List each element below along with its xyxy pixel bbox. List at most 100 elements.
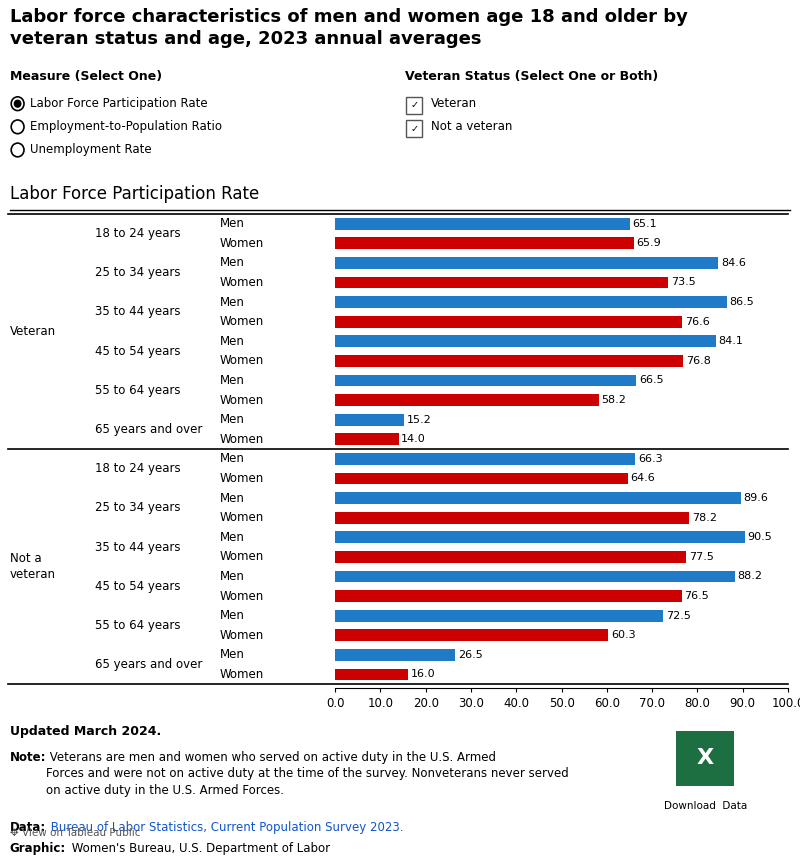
Bar <box>335 375 636 387</box>
Text: 65.1: 65.1 <box>633 219 658 229</box>
Text: Women: Women <box>220 315 264 328</box>
Text: 90.5: 90.5 <box>748 532 773 542</box>
Bar <box>335 335 716 347</box>
Bar <box>335 590 682 602</box>
Text: Women: Women <box>220 511 264 524</box>
Bar <box>335 610 663 621</box>
Bar <box>335 414 404 426</box>
Text: Women: Women <box>220 590 264 602</box>
Text: Men: Men <box>220 609 245 622</box>
Bar <box>335 434 398 445</box>
Bar <box>335 355 683 367</box>
Bar <box>335 394 598 406</box>
Text: 18 to 24 years: 18 to 24 years <box>95 462 181 475</box>
Text: 65 years and over: 65 years and over <box>95 658 202 671</box>
Text: 88.2: 88.2 <box>738 572 762 581</box>
Bar <box>335 551 686 563</box>
Text: 66.3: 66.3 <box>638 454 662 464</box>
Bar <box>335 492 741 504</box>
Text: Men: Men <box>220 413 245 426</box>
Text: 64.6: 64.6 <box>630 473 655 483</box>
Text: 86.5: 86.5 <box>730 297 754 307</box>
Text: Women: Women <box>220 433 264 446</box>
Text: 58.2: 58.2 <box>602 395 626 405</box>
Text: Measure (Select One): Measure (Select One) <box>10 70 162 83</box>
Text: Not a veteran: Not a veteran <box>431 120 513 134</box>
Text: Employment-to-Population Ratio: Employment-to-Population Ratio <box>30 120 222 134</box>
Bar <box>335 453 635 464</box>
Text: Veterans are men and women who served on active duty in the U.S. Armed
Forces an: Veterans are men and women who served on… <box>46 751 568 797</box>
Bar <box>335 649 455 661</box>
Text: X: X <box>697 748 714 769</box>
Text: Not a
veteran: Not a veteran <box>10 552 56 581</box>
Text: 84.1: 84.1 <box>718 336 743 346</box>
Bar <box>335 531 745 543</box>
Text: 25 to 34 years: 25 to 34 years <box>95 267 181 279</box>
Text: Men: Men <box>220 570 245 583</box>
Text: 76.6: 76.6 <box>685 317 710 327</box>
Bar <box>335 571 734 583</box>
Text: 35 to 44 years: 35 to 44 years <box>95 305 181 319</box>
Text: Women: Women <box>220 472 264 485</box>
Bar <box>335 512 690 524</box>
Text: Men: Men <box>220 296 245 309</box>
Text: Women: Women <box>220 276 264 289</box>
Text: Men: Men <box>220 452 245 465</box>
Text: Note:: Note: <box>10 751 46 764</box>
Text: 65 years and over: 65 years and over <box>95 423 202 436</box>
Bar <box>335 277 668 288</box>
Text: Download  Data: Download Data <box>663 801 747 812</box>
Text: 45 to 54 years: 45 to 54 years <box>95 579 181 593</box>
Text: Unemployment Rate: Unemployment Rate <box>30 143 152 157</box>
Text: Labor force characteristics of men and women age 18 and older by: Labor force characteristics of men and w… <box>10 8 687 26</box>
Text: 55 to 64 years: 55 to 64 years <box>95 384 181 397</box>
Text: 66.5: 66.5 <box>639 375 664 386</box>
Text: Men: Men <box>220 374 245 387</box>
Text: 16.0: 16.0 <box>410 669 435 680</box>
Bar <box>335 472 628 484</box>
Bar <box>335 237 634 249</box>
Bar <box>335 315 682 327</box>
Bar <box>335 218 630 230</box>
Text: Updated March 2024.: Updated March 2024. <box>10 725 161 738</box>
Text: 72.5: 72.5 <box>666 611 691 620</box>
Text: 89.6: 89.6 <box>744 493 769 503</box>
Text: 60.3: 60.3 <box>611 630 635 640</box>
Text: Men: Men <box>220 335 245 348</box>
Text: Veteran: Veteran <box>10 325 56 338</box>
Bar <box>335 257 718 269</box>
Text: Men: Men <box>220 649 245 662</box>
Text: veteran status and age, 2023 annual averages: veteran status and age, 2023 annual aver… <box>10 30 481 48</box>
Text: Women: Women <box>220 629 264 642</box>
Text: 15.2: 15.2 <box>406 415 431 425</box>
Text: Women: Women <box>220 550 264 563</box>
Text: Women: Women <box>220 668 264 681</box>
Text: ✓: ✓ <box>410 123 418 134</box>
Text: Labor Force Participation Rate: Labor Force Participation Rate <box>30 97 208 111</box>
Bar <box>335 629 608 641</box>
Text: Women: Women <box>220 355 264 368</box>
Text: Labor Force Participation Rate: Labor Force Participation Rate <box>10 185 259 203</box>
Text: 76.8: 76.8 <box>686 356 710 366</box>
Text: 55 to 64 years: 55 to 64 years <box>95 619 181 632</box>
Text: Veteran Status (Select One or Both): Veteran Status (Select One or Both) <box>405 70 658 83</box>
Text: 35 to 44 years: 35 to 44 years <box>95 541 181 554</box>
Text: Men: Men <box>220 492 245 505</box>
Text: ✓: ✓ <box>410 100 418 111</box>
Text: Women's Bureau, U.S. Department of Labor: Women's Bureau, U.S. Department of Labor <box>68 842 330 855</box>
Text: Bureau of Labor Statistics, Current Population Survey 2023.: Bureau of Labor Statistics, Current Popu… <box>47 821 404 834</box>
Text: 84.6: 84.6 <box>721 258 746 268</box>
Text: Men: Men <box>220 256 245 269</box>
Text: 45 to 54 years: 45 to 54 years <box>95 345 181 357</box>
Bar <box>335 297 727 308</box>
Text: 78.2: 78.2 <box>692 512 717 523</box>
Text: 77.5: 77.5 <box>689 552 714 562</box>
Text: 26.5: 26.5 <box>458 650 482 660</box>
Text: 73.5: 73.5 <box>670 278 695 287</box>
Text: ✥ View on Tableau Public: ✥ View on Tableau Public <box>10 828 140 838</box>
Text: Men: Men <box>220 530 245 543</box>
Text: Men: Men <box>220 217 245 231</box>
Text: 25 to 34 years: 25 to 34 years <box>95 501 181 514</box>
Text: Women: Women <box>220 237 264 249</box>
Text: Data:: Data: <box>10 821 46 834</box>
